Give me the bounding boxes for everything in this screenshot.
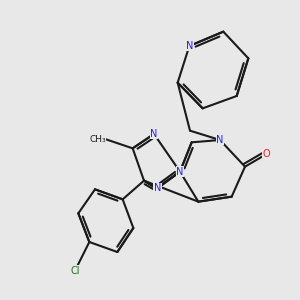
Text: N: N: [186, 41, 193, 51]
Text: N: N: [216, 135, 224, 145]
Text: N: N: [176, 167, 184, 177]
Text: Cl: Cl: [70, 266, 80, 276]
Text: O: O: [263, 149, 271, 159]
Text: N: N: [154, 183, 161, 193]
Text: N: N: [150, 129, 158, 139]
Text: CH₃: CH₃: [89, 135, 106, 144]
